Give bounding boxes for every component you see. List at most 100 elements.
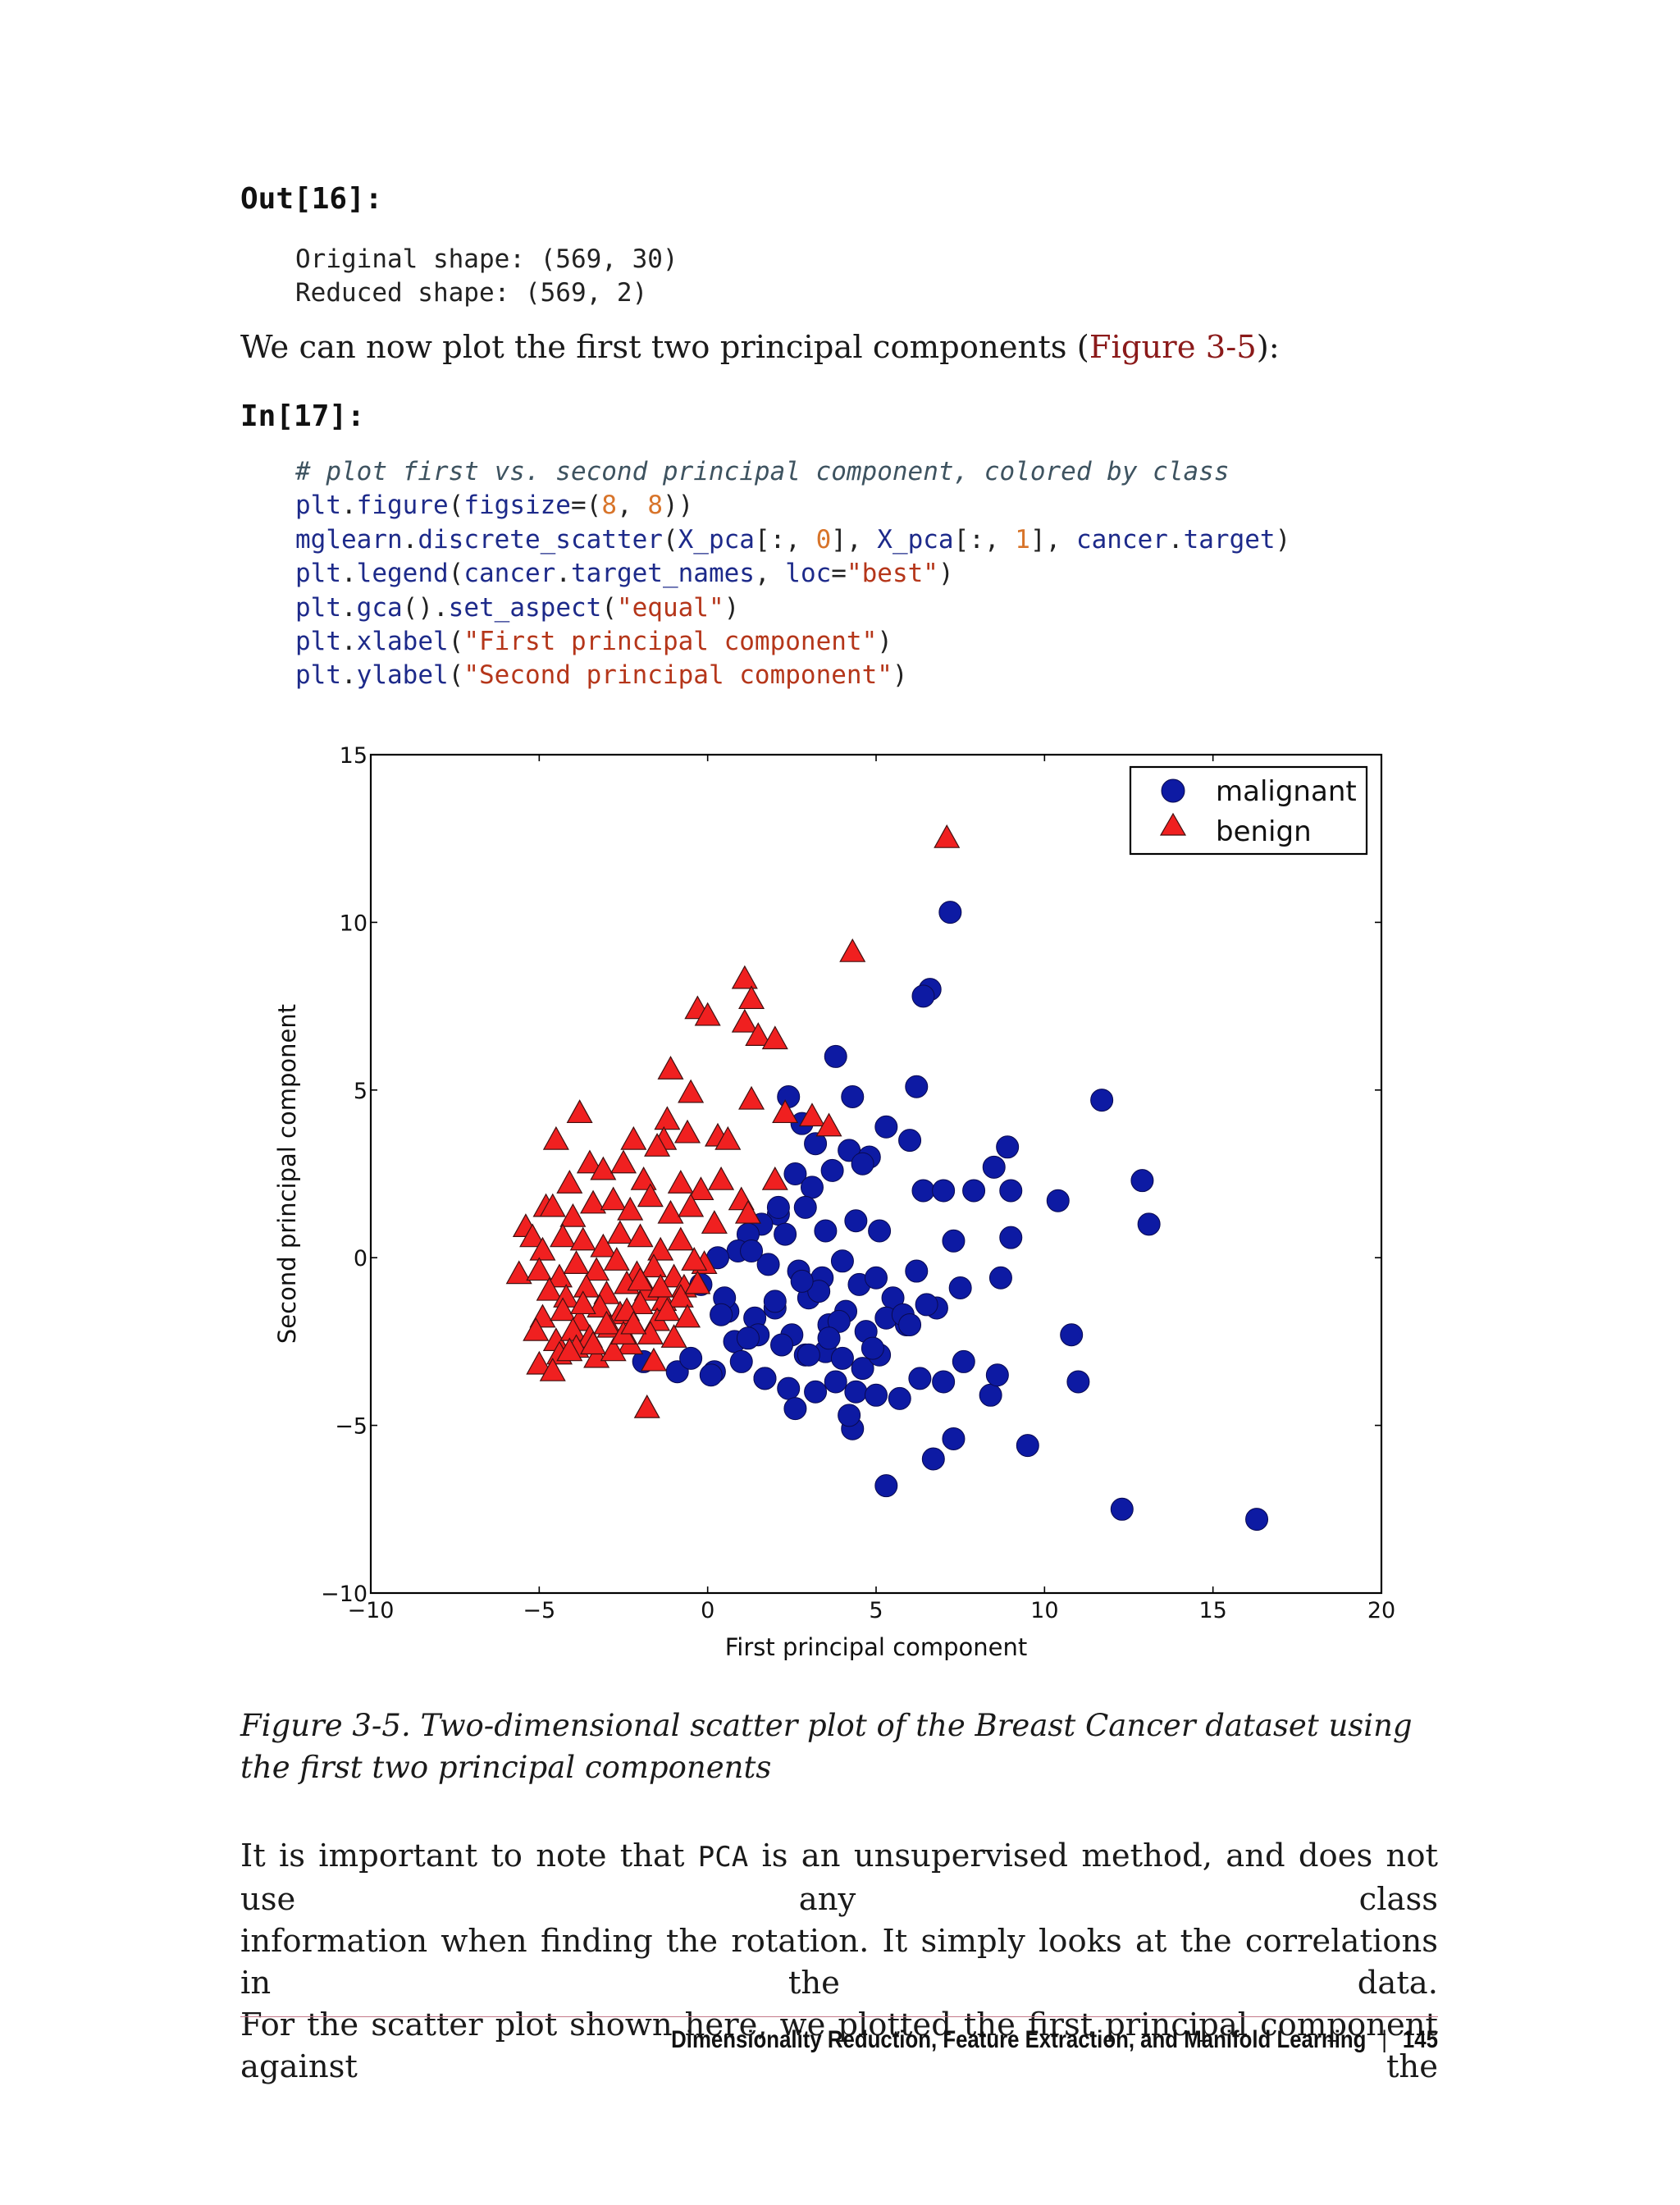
point-malignant — [820, 1158, 844, 1182]
figure-link[interactable]: Figure 3-5 — [1089, 329, 1257, 366]
code-token: ) — [892, 660, 908, 691]
point-malignant — [1245, 1508, 1269, 1532]
point-malignant — [844, 1209, 868, 1233]
point-malignant — [988, 1266, 1012, 1290]
point-malignant — [790, 1269, 814, 1293]
y-tick-label: −5 — [335, 1414, 368, 1440]
body-paragraph: It is important to note that PCA is an u… — [240, 1835, 1438, 2088]
point-benign — [620, 1310, 647, 1335]
point-malignant — [807, 1280, 831, 1303]
point-benign — [674, 1303, 701, 1328]
point-malignant — [1060, 1323, 1084, 1347]
code-token: mglearn — [295, 524, 403, 555]
point-malignant — [763, 1290, 787, 1313]
code-token: xlabel — [356, 627, 449, 657]
x-tick-label: 20 — [1367, 1598, 1395, 1623]
code-token: ( — [662, 524, 678, 555]
point-malignant — [874, 1115, 898, 1139]
point-malignant — [830, 1346, 854, 1370]
point-benign — [529, 1236, 556, 1261]
point-malignant — [774, 1222, 797, 1246]
x-tick-label: −5 — [523, 1598, 555, 1623]
point-benign — [593, 1310, 620, 1335]
intro-text: We can now plot the first two principal … — [240, 329, 1089, 366]
point-benign — [667, 1170, 694, 1194]
y-tick-label: 0 — [354, 1246, 368, 1271]
y-tick-label: 5 — [354, 1079, 368, 1104]
code-token: plt — [295, 491, 341, 521]
point-benign — [590, 1233, 617, 1258]
point-benign — [678, 1193, 705, 1217]
in-prompt: In[17]: — [240, 399, 365, 433]
code-token: , — [616, 491, 648, 521]
code-token: ) — [724, 592, 740, 623]
code-token: target — [1183, 524, 1276, 555]
point-malignant — [736, 1326, 760, 1350]
point-benign — [701, 1210, 728, 1234]
point-malignant — [898, 1312, 922, 1336]
page-footer: Dimensionality Reduction, Feature Extrac… — [671, 2026, 1438, 2054]
code-token: (). — [402, 592, 449, 623]
point-malignant — [804, 1380, 828, 1404]
body-text: is an unsupervised method, and does not … — [240, 1838, 1438, 1918]
point-benign — [678, 1079, 705, 1103]
code-token: legend — [356, 559, 449, 589]
point-benign — [542, 1125, 569, 1150]
footer-separator: | — [1381, 2026, 1388, 2053]
point-benign — [667, 1284, 694, 1308]
point-malignant — [814, 1219, 838, 1243]
point-benign — [644, 1133, 671, 1157]
body-text: It is important to note that — [240, 1838, 698, 1874]
axis-ticks: −10 −5 0 5 10 15 20 15 10 5 0 −5 −10 — [321, 743, 1395, 1623]
point-malignant — [911, 1179, 935, 1203]
code-token: ( — [448, 559, 464, 589]
code-token: )) — [662, 491, 694, 521]
point-malignant — [753, 1367, 777, 1390]
point-benign — [647, 1273, 674, 1298]
point-malignant — [1137, 1212, 1161, 1236]
point-malignant — [1016, 1434, 1039, 1458]
code-token: plt — [295, 660, 341, 691]
point-malignant — [938, 901, 962, 924]
point-benign — [600, 1337, 627, 1362]
point-benign — [590, 1156, 617, 1180]
code-token: . — [341, 491, 357, 521]
code-token: plt — [295, 592, 341, 623]
code-token: ( — [601, 592, 617, 623]
point-malignant — [793, 1195, 817, 1219]
code-token: . — [341, 592, 357, 623]
point-benign — [761, 1025, 788, 1050]
code-token: [:, — [754, 524, 816, 555]
point-malignant — [770, 1333, 794, 1357]
point-malignant — [898, 1129, 922, 1153]
point-benign — [667, 1226, 694, 1251]
code-token: "First principal component" — [463, 627, 878, 657]
code-token: discrete_scatter — [418, 524, 663, 555]
footer-title: Dimensionality Reduction, Feature Extrac… — [671, 2026, 1367, 2053]
code-token: "equal" — [616, 592, 724, 623]
point-benign — [606, 1220, 633, 1244]
code-token: gca — [356, 592, 403, 623]
point-malignant — [888, 1386, 911, 1410]
code-token: 8 — [601, 491, 617, 521]
point-benign — [523, 1317, 550, 1341]
point-benign — [539, 1357, 566, 1381]
code-token: = — [831, 559, 847, 589]
plot-area — [369, 753, 1383, 1595]
point-benign — [550, 1223, 577, 1248]
point-benign — [603, 1247, 630, 1271]
intro-paragraph: We can now plot the first two principal … — [240, 326, 1438, 368]
code-token: ], — [1029, 524, 1076, 555]
code-block: # plot first vs. second principal compon… — [295, 455, 1290, 693]
point-malignant — [844, 1380, 868, 1404]
point-benign — [505, 1260, 532, 1285]
point-malignant — [948, 1276, 972, 1299]
x-tick-label: −10 — [348, 1598, 395, 1623]
point-malignant — [783, 1162, 807, 1185]
point-benign — [738, 1085, 765, 1110]
point-benign — [660, 1324, 687, 1348]
x-tick-label: 0 — [701, 1598, 714, 1623]
x-tick-label: 15 — [1198, 1598, 1226, 1623]
code-comment: # plot first vs. second principal compon… — [295, 457, 1230, 486]
code-token: =( — [570, 491, 602, 521]
